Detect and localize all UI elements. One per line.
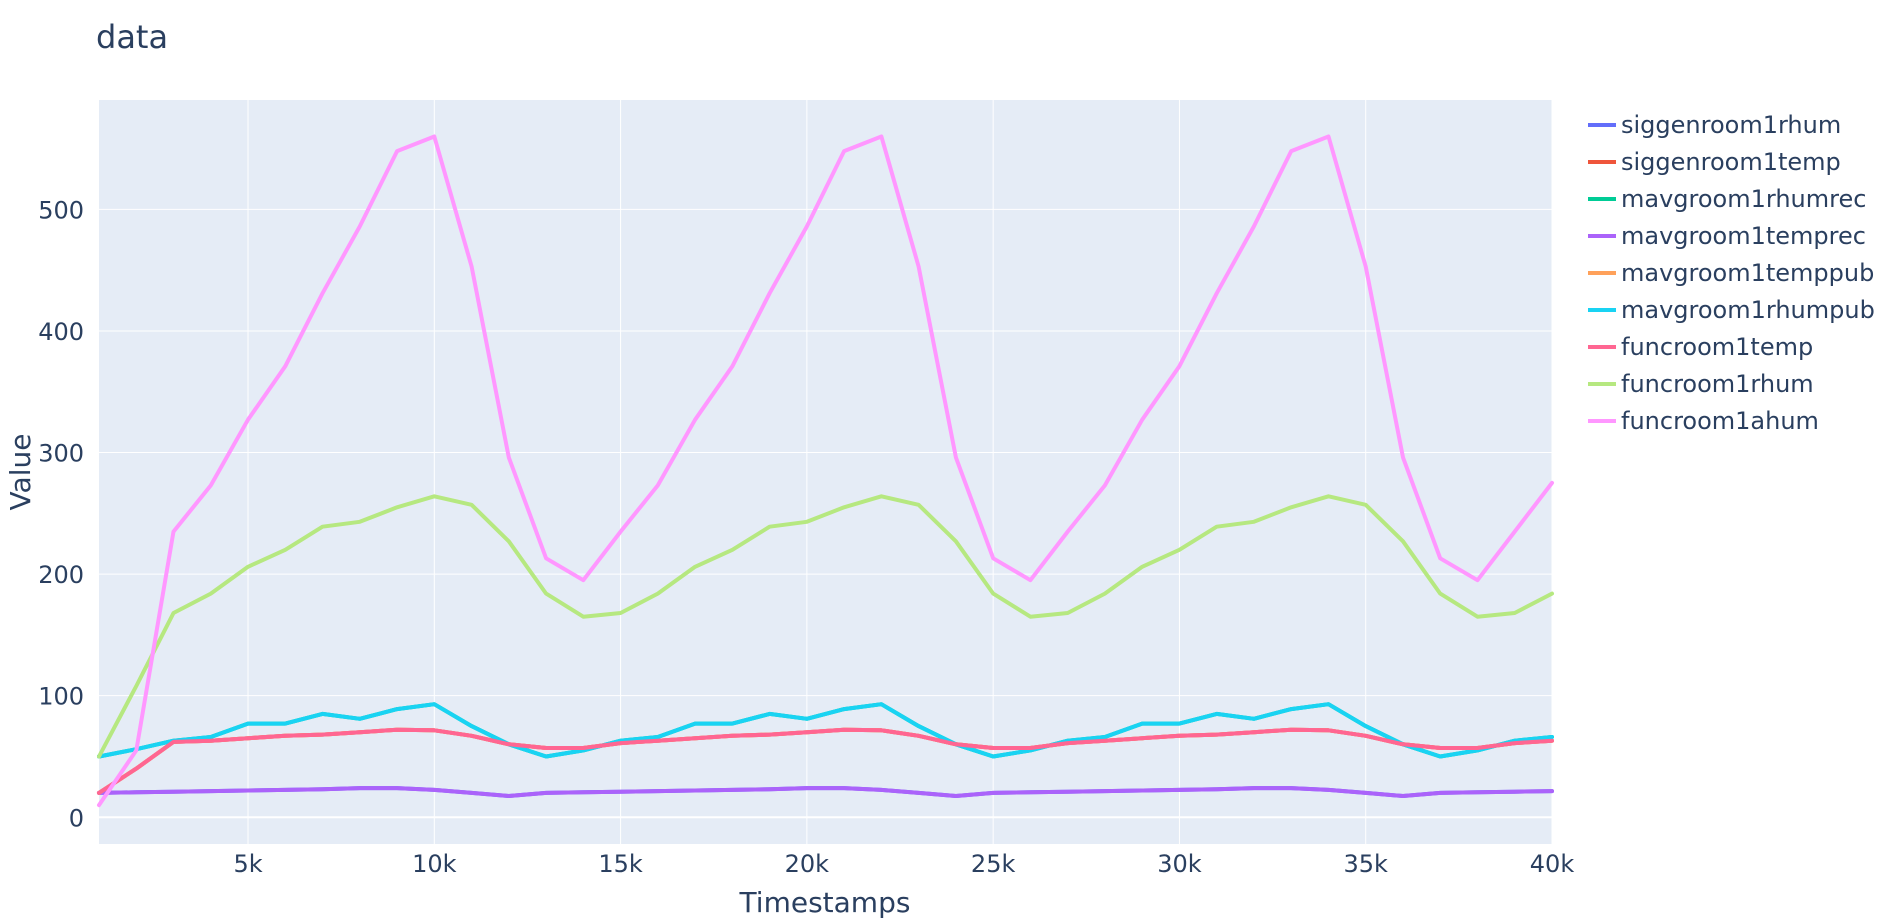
y-tick-label: 500 (38, 196, 84, 224)
y-tick-label: 0 (69, 804, 84, 832)
legend-item-mavgroom1rhumrec[interactable]: mavgroom1rhumrec (1588, 185, 1866, 213)
x-tick-label: 25k (971, 850, 1016, 878)
series-line-mavgroom1temprec (97, 786, 1554, 798)
legend-label: siggenroom1temp (1621, 148, 1841, 176)
plot-background (99, 100, 1552, 844)
series-line-funcroom1ahum (97, 134, 1554, 808)
series-line-funcroom1temp (97, 727, 1554, 795)
legend: siggenroom1rhum siggenroom1temp mavgroom1r… (1588, 111, 1875, 435)
legend-label: siggenroom1rhum (1621, 111, 1841, 139)
series-lines (97, 134, 1554, 808)
x-tick-label: 30k (1157, 850, 1202, 878)
series-line-mavgroom1rhumpub (97, 702, 1554, 759)
y-tick-label: 100 (38, 683, 84, 711)
chart-title: data (96, 18, 168, 56)
y-tick-label: 400 (38, 318, 84, 346)
x-tick-labels: 5k 10k 15k 20k 25k 30k 35k 40k (233, 850, 1574, 878)
legend-item-mavgroom1temprec[interactable]: mavgroom1temprec (1588, 222, 1866, 250)
x-tick-label: 40k (1530, 850, 1575, 878)
legend-item-mavgroom1rhumpub[interactable]: mavgroom1rhumpub (1588, 296, 1875, 324)
y-axis-label: Value (4, 434, 37, 511)
series-line-funcroom1rhum (97, 494, 1554, 759)
y-tick-label: 300 (38, 440, 84, 468)
legend-item-siggenroom1rhum[interactable]: siggenroom1rhum (1588, 111, 1841, 139)
legend-label: mavgroom1temppub (1621, 259, 1874, 287)
legend-label: funcroom1rhum (1621, 370, 1814, 398)
x-tick-label: 35k (1343, 850, 1388, 878)
x-axis-label: Timestamps (739, 886, 911, 919)
legend-label: funcroom1ahum (1621, 407, 1819, 435)
y-tick-labels: 0 100 200 300 400 500 (38, 196, 84, 832)
x-tick-label: 20k (785, 850, 830, 878)
y-tick-label: 200 (38, 561, 84, 589)
x-tick-label: 5k (233, 850, 262, 878)
legend-item-funcroom1temp[interactable]: funcroom1temp (1588, 333, 1813, 361)
x-tick-label: 10k (412, 850, 457, 878)
legend-label: mavgroom1rhumpub (1621, 296, 1875, 324)
legend-item-siggenroom1temp[interactable]: siggenroom1temp (1588, 148, 1841, 176)
x-tick-label: 15k (598, 850, 643, 878)
grid-lines (99, 100, 1553, 844)
legend-label: mavgroom1rhumrec (1621, 185, 1866, 213)
legend-item-funcroom1rhum[interactable]: funcroom1rhum (1588, 370, 1814, 398)
legend-label: funcroom1temp (1621, 333, 1813, 361)
legend-label: mavgroom1temprec (1621, 222, 1866, 250)
legend-item-mavgroom1temppub[interactable]: mavgroom1temppub (1588, 259, 1874, 287)
legend-item-funcroom1ahum[interactable]: funcroom1ahum (1588, 407, 1819, 435)
